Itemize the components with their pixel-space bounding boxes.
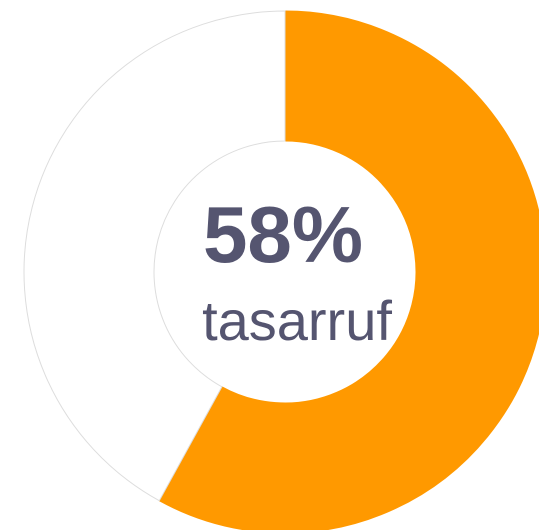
center-label: tasarruf [202,289,392,352]
slices [23,10,539,530]
slice [158,10,539,530]
slice [23,10,286,502]
value-label: 58% [203,190,363,279]
